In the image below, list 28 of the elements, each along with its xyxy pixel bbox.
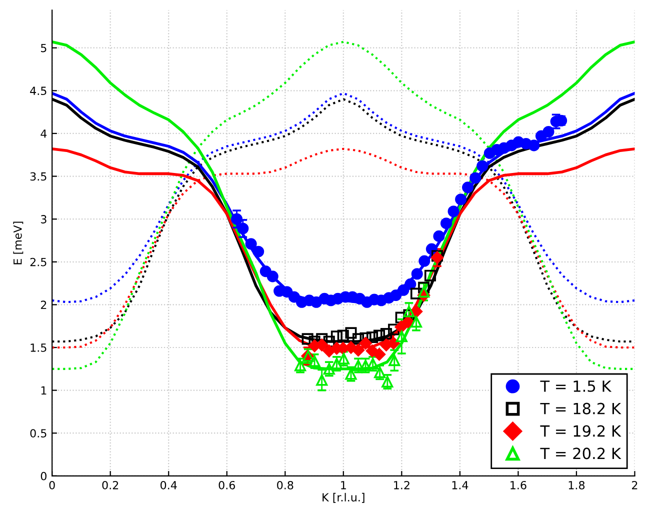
y-axis-title: E [meV] [13, 222, 24, 264]
x-tick-label: 1.6 [510, 480, 526, 490]
x-tick-label: 1.4 [452, 481, 468, 490]
x-tick-label: 0.8 [277, 480, 294, 490]
y-tick-label: 2.5 [30, 258, 46, 266]
legend-label: T = 18.2 K [540, 402, 622, 414]
y-tick-label: 0 [40, 472, 46, 480]
y-tick-label: 4.5 [30, 86, 46, 96]
y-tick-label: 1 [41, 386, 46, 395]
x-axis-title: K [r.l.u.] [322, 492, 364, 503]
x-tick-label: 0.6 [218, 480, 236, 490]
x-tick-label: 0.4 [160, 480, 177, 490]
y-tick-label: 3.5 [30, 172, 46, 181]
y-tick-label: 4 [40, 130, 47, 138]
x-tick-label: 1 [341, 481, 346, 490]
x-tick-label: 1.8 [568, 480, 585, 490]
x-tick-label: 2 [632, 480, 638, 490]
x-tick-label: 0 [49, 480, 55, 490]
y-tick-label: 0.5 [30, 429, 46, 438]
y-tick-label: 1.5 [30, 344, 46, 352]
legend-label: T = 20.2 K [540, 448, 622, 460]
legend-label: T = 19.2 K [540, 425, 622, 437]
y-tick-label: 5 [41, 44, 46, 52]
legend-label: T = 1.5 K [540, 380, 612, 392]
y-tick-label: 2 [40, 300, 46, 309]
y-tick-label: 3 [40, 215, 46, 224]
x-tick-label: 1.2 [394, 480, 410, 490]
x-tick-label: 0.2 [102, 480, 118, 490]
